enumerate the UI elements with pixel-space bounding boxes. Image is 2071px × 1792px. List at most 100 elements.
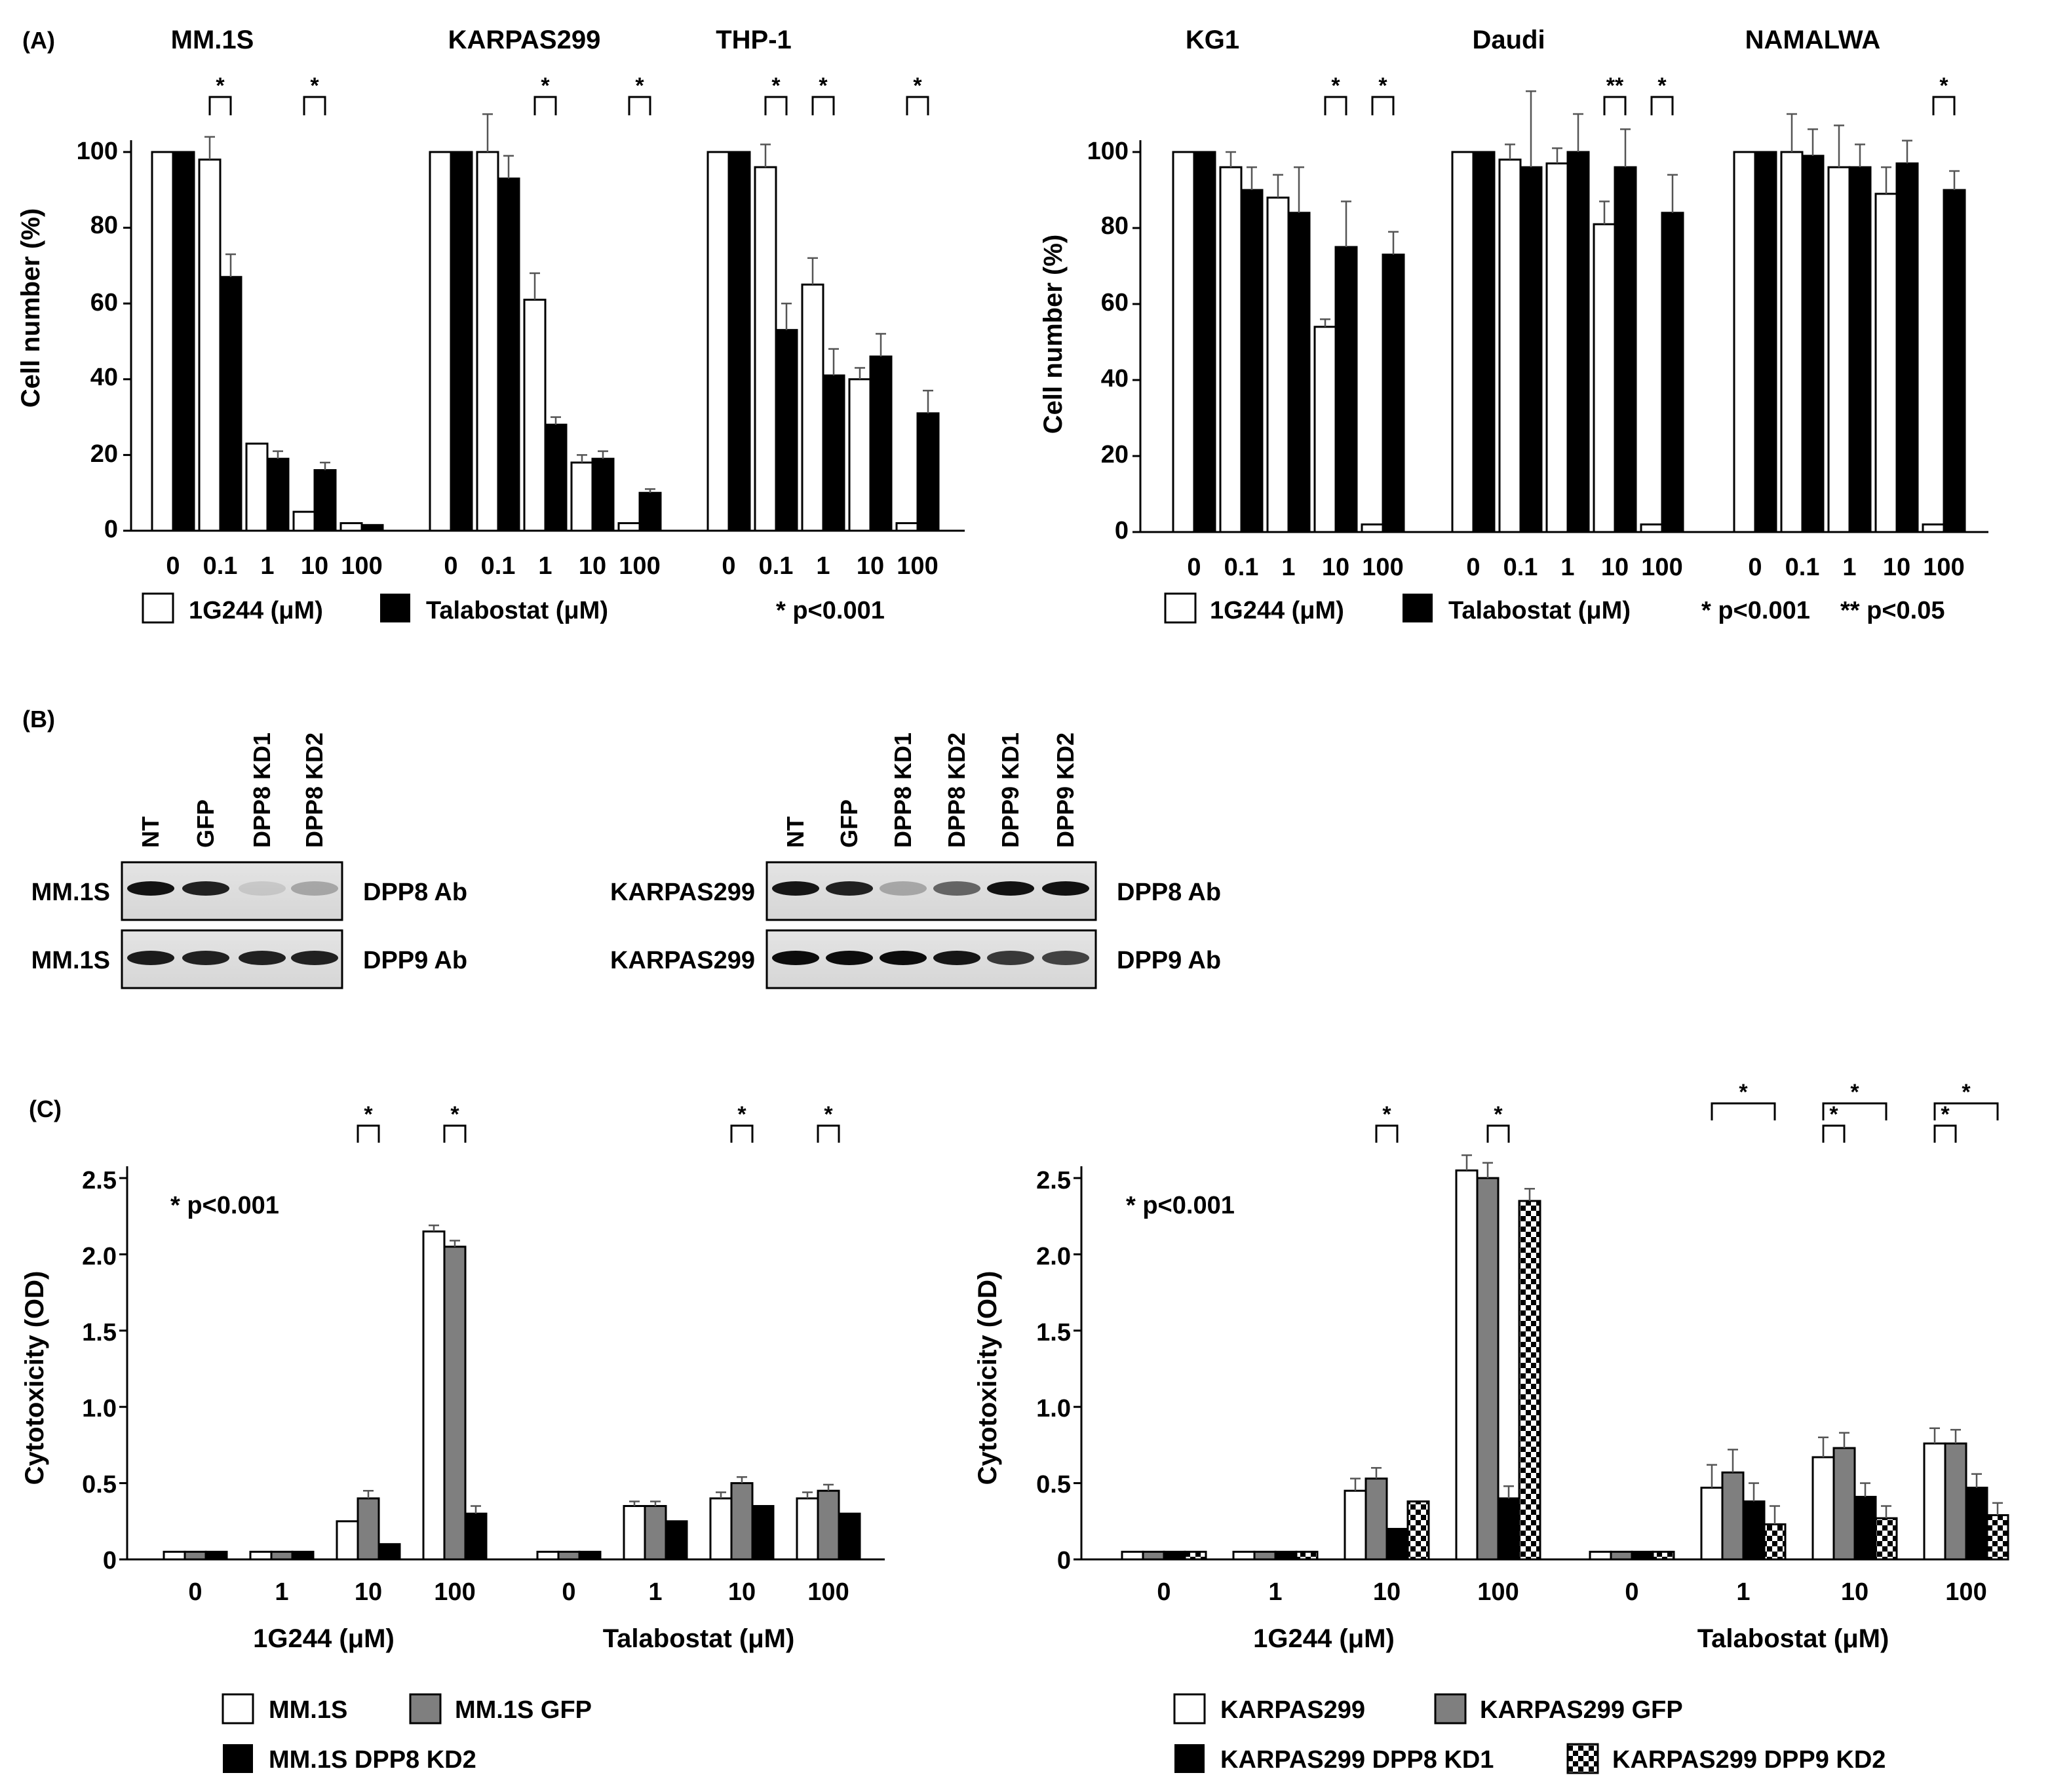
bar-talabostat <box>1614 166 1637 533</box>
bar-talabostat <box>638 491 662 532</box>
blot-band <box>127 951 174 965</box>
blot-band <box>826 881 873 896</box>
bar-mm1s-gfp <box>270 1550 294 1561</box>
significance-mark: * <box>824 1102 833 1127</box>
x-tick-label: 10 <box>579 552 606 580</box>
significance-bracket <box>730 1124 754 1143</box>
significance-mark: * <box>737 1102 746 1127</box>
significance-bracket <box>811 96 835 115</box>
bar-talabostat <box>172 151 195 532</box>
bar-talabostat <box>1193 151 1216 533</box>
y-tick-label: 60 <box>90 289 118 316</box>
y-tick-label: 2.5 <box>82 1167 117 1194</box>
blot-bands <box>772 881 1089 965</box>
blot-band <box>291 881 338 896</box>
significance-note: * p<0.001 <box>776 597 885 624</box>
blot-row-cell: KARPAS299 <box>610 879 755 906</box>
bar-mm1s-gfp <box>817 1489 840 1561</box>
bar-talabostat <box>360 524 384 532</box>
bar-karpas299-gfp <box>1721 1471 1745 1561</box>
panel-label-c: (C) <box>29 1096 62 1122</box>
x-tick-label: 10 <box>355 1578 382 1606</box>
y-tick-label: 60 <box>1101 289 1129 316</box>
legend-swatch <box>1434 1693 1467 1725</box>
bar-talabostat <box>1661 212 1684 533</box>
legend-swatch <box>409 1693 442 1725</box>
x-tick-label: 10 <box>1601 554 1629 581</box>
significance-bracket <box>1822 1124 1846 1143</box>
blot-row-antibody: DPP9 Ab <box>363 947 467 974</box>
blot-band <box>772 951 819 965</box>
y-tick-label: 0.5 <box>82 1471 117 1498</box>
x-tick-label: 0 <box>1625 1578 1638 1606</box>
panel-a-left-x-ticks: 0 0.1 1 10 100 0 0.1 1 10 100 0 0.1 1 10 100 <box>166 552 938 580</box>
x-tick-label: 100 <box>1923 554 1964 581</box>
y-tick-label: 2.5 <box>1036 1167 1071 1194</box>
bar-karpas299-gfp <box>1476 1177 1500 1561</box>
bar-1g244 <box>1922 523 1945 533</box>
bar-karpas299 <box>1923 1442 1946 1561</box>
x-tick-label: 0.1 <box>203 552 238 580</box>
bar-karpas299-gfp <box>1142 1550 1165 1561</box>
bar-mm1s-dpp8-kd2 <box>665 1520 688 1561</box>
bar-1g244 <box>151 151 174 532</box>
group-label-talabostat: Talabostat (μM) <box>1697 1624 1889 1653</box>
significance-mark: * <box>1941 1102 1950 1127</box>
blot-row-antibody: DPP8 Ab <box>363 879 467 906</box>
significance-bracket <box>443 1124 467 1143</box>
blot-band <box>182 951 229 965</box>
bar-talabostat <box>1287 212 1311 533</box>
y-tick-label: 0 <box>103 1547 117 1574</box>
significance-bracket <box>906 96 929 115</box>
bar-karpas299-gfp <box>1944 1442 1967 1561</box>
bar-talabostat <box>1848 166 1872 533</box>
y-tick-label: 2.0 <box>1036 1243 1071 1270</box>
x-tick-label: 1 <box>538 552 552 580</box>
bar-1g244 <box>1827 166 1851 533</box>
bar-1g244 <box>1313 326 1337 533</box>
significance-mark: * <box>1829 1102 1838 1127</box>
significance-mark: * <box>1939 73 1948 98</box>
significance-bracket <box>1486 1124 1510 1143</box>
significance-mark: * <box>364 1102 373 1127</box>
significance-mark: * <box>635 73 644 98</box>
bar-karpas299 <box>1344 1489 1367 1561</box>
bar-karpas299-gfp <box>1365 1477 1388 1561</box>
significance-mark: * <box>1378 73 1387 98</box>
significance-mark: * <box>450 1102 459 1127</box>
legend-label: MM.1S <box>269 1696 347 1724</box>
bar-talabostat <box>869 355 893 532</box>
y-tick-label: 1.5 <box>1036 1319 1071 1346</box>
significance-mark: * <box>310 73 319 98</box>
cell-line-title: KARPAS299 <box>448 26 601 54</box>
x-tick-label: 100 <box>434 1578 475 1606</box>
bar-1g244 <box>895 522 919 532</box>
group-label-1g244: 1G244 (μM) <box>253 1624 395 1653</box>
bar-1g244 <box>245 442 269 532</box>
bar-1g244 <box>706 151 730 532</box>
bar-mm1s <box>422 1230 446 1561</box>
bar-talabostat <box>1240 189 1264 533</box>
x-tick-label: 10 <box>1373 1578 1401 1606</box>
bar-talabostat <box>727 151 751 532</box>
panel-c-right-ylabel: Cytotoxicity (OD) <box>973 1271 1002 1485</box>
bar-talabostat <box>497 177 520 532</box>
bar-talabostat <box>450 151 473 532</box>
bar-karpas299-dpp9-kd2 <box>1406 1500 1430 1561</box>
bar-mm1s-gfp <box>644 1505 667 1561</box>
x-tick-label: 10 <box>728 1578 756 1606</box>
y-tick-label: 40 <box>1101 365 1129 392</box>
bar-karpas299 <box>1589 1550 1612 1561</box>
significance-mark: * <box>1382 1102 1391 1127</box>
bar-karpas299-gfp <box>1610 1550 1633 1561</box>
significance-mark: * <box>1657 73 1667 98</box>
blot-row-cell: KARPAS299 <box>610 947 755 974</box>
y-tick-label: 80 <box>90 212 118 239</box>
legend-label: MM.1S DPP8 KD2 <box>269 1746 476 1774</box>
bar-mm1s <box>709 1497 733 1561</box>
bar-karpas299-dpp8-kd1 <box>1742 1500 1766 1561</box>
cell-line-title: NAMALWA <box>1745 26 1881 54</box>
panel-c-right-x-ticks: 0 1 10 100 0 1 10 100 <box>1157 1578 1986 1606</box>
bar-mm1s-gfp <box>730 1482 754 1561</box>
bar-mm1s-gfp <box>443 1246 467 1561</box>
